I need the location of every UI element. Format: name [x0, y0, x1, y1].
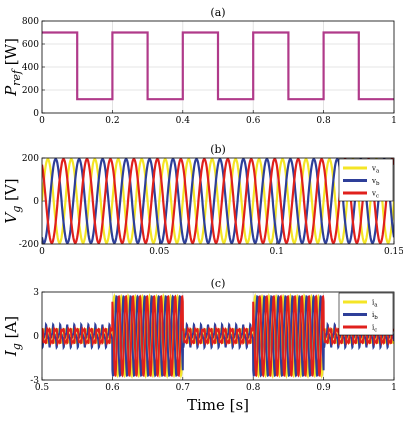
legend-label: va: [371, 165, 380, 175]
panel-label: (a): [210, 6, 225, 19]
x-tick-label: 0.7: [176, 383, 191, 393]
series-line-va: [42, 158, 394, 244]
legend-label: vb: [371, 177, 380, 187]
x-tick-label: 0.8: [246, 383, 261, 393]
y-tick-label: 400: [22, 63, 39, 73]
y-tick-label: 0: [33, 332, 39, 342]
plot-frame: [41, 20, 395, 114]
plot-frame: [41, 291, 395, 381]
series-line-vb: [42, 158, 394, 244]
legend-label: vc: [371, 190, 379, 200]
legend-label: ib: [372, 311, 378, 321]
y-tick-label: 800: [22, 17, 39, 27]
y-tick-label: -3: [30, 376, 39, 386]
x-tick-label: 0.1: [270, 247, 284, 257]
series-line-ic: [42, 294, 394, 378]
x-tick-label: 0.05: [149, 247, 169, 257]
y-tick-label: 200: [22, 86, 39, 96]
y-tick-label: 200: [22, 154, 39, 164]
x-axis-label: Time [s]: [187, 396, 249, 414]
x-tick-label: 0.5: [35, 383, 50, 393]
x-tick-label: 0.6: [246, 116, 261, 126]
series-group: [42, 292, 394, 380]
x-tick-label: 0.2: [105, 116, 119, 126]
legend: va vb vc: [338, 158, 394, 202]
panel-label: (c): [211, 277, 226, 290]
x-tick-label: 0: [39, 116, 45, 126]
x-tick-label: 0.9: [316, 383, 331, 393]
plot-frame: [41, 157, 395, 245]
y-tick-label: -200: [19, 240, 39, 250]
y-axis-label: Pref [W]: [2, 38, 23, 97]
panel-c: (c) 0.5 0.6 0.7 0.8 0.9 1 -3 0 3 ia ib ic Ig [A] Time …: [2, 277, 397, 414]
x-tick-label: 1: [391, 383, 397, 393]
series-group: [42, 31, 394, 101]
x-tick-label: 0.8: [316, 116, 331, 126]
x-tick-label: 0: [39, 247, 45, 257]
series-line-pref: [42, 31, 394, 101]
y-axis-label: Ig [A]: [2, 316, 23, 357]
y-tick-label: 600: [22, 40, 39, 50]
panel-label: (b): [210, 143, 226, 156]
x-tick-label: 0.4: [176, 116, 191, 126]
x-tick-label: 0.15: [384, 247, 403, 257]
series-line-vc: [42, 158, 394, 244]
legend-label: ia: [372, 299, 378, 309]
legend-label: ic: [372, 324, 377, 334]
x-tick-label: 1: [391, 116, 397, 126]
legend: ia ib ic: [338, 292, 394, 336]
x-tick-label: 0.6: [105, 383, 120, 393]
y-tick-label: 0: [33, 109, 39, 119]
y-axis-label: Vg [V]: [2, 178, 23, 223]
panel-a: (a) 0 0.2 0.4 0.6 0.8 1 0 200 400 600 800 Pref [W]: [2, 6, 397, 126]
series-group: [42, 158, 394, 244]
y-tick-label: 0: [33, 197, 39, 207]
y-tick-label: 3: [33, 288, 39, 298]
